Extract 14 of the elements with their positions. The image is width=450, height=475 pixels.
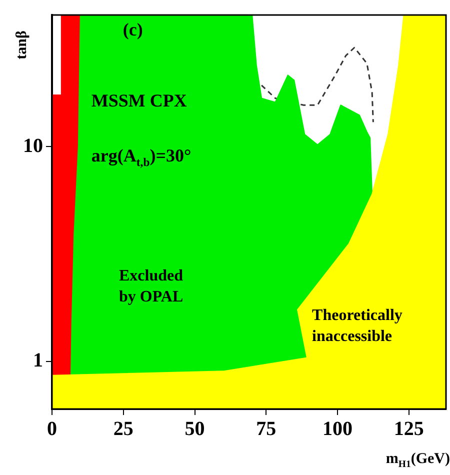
y-tick-label: 1 xyxy=(33,350,43,372)
x-tick-label: 75 xyxy=(256,418,276,440)
x-tick-label: 0 xyxy=(47,418,57,440)
annotation: Excluded by OPAL xyxy=(118,268,184,306)
x-tick-label: 100 xyxy=(322,418,353,440)
x-tick-label: 50 xyxy=(184,418,205,440)
y-tick-label: 10 xyxy=(23,134,43,157)
y-axis-title: tanβ xyxy=(14,30,30,60)
x-tick-label: 125 xyxy=(394,418,424,440)
line-series xyxy=(260,46,374,123)
annotation: MSSM CPX xyxy=(91,90,187,110)
annotation: (c) xyxy=(122,19,143,40)
x-tick-label: 25 xyxy=(113,418,134,440)
annotation: Theoretically inaccessible xyxy=(312,307,402,345)
